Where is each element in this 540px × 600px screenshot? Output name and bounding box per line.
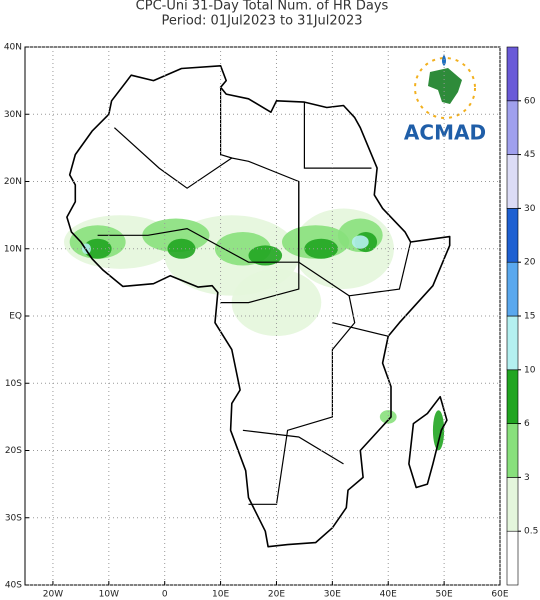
- colorbar-segment: [506, 261, 519, 317]
- x-tick-label: 0: [162, 590, 168, 600]
- x-tick-label: 50E: [436, 590, 453, 600]
- colorbar-segment: [506, 46, 519, 102]
- map-subtitle: Period: 01Jul2023 to 31Jul2023: [162, 14, 363, 29]
- x-tick-label: 10E: [212, 590, 229, 600]
- colorbar-label: 30: [524, 204, 536, 214]
- colorbar-segment: [506, 208, 519, 263]
- border: [242, 429, 344, 465]
- y-tick-label: EQ: [9, 312, 22, 322]
- x-tick-label: 20E: [268, 590, 285, 600]
- y-tick-label: 30N: [4, 110, 22, 120]
- x-tick-label: 40E: [380, 590, 397, 600]
- border: [349, 241, 412, 297]
- colorbar-label: 60: [524, 96, 536, 106]
- y-tick-label: 20N: [4, 177, 22, 187]
- rain-area: [351, 235, 369, 249]
- colorbar-label: 45: [524, 150, 535, 160]
- colorbar-segment: [506, 477, 519, 532]
- logo: ACMAD: [404, 54, 486, 145]
- rain-area: [379, 410, 397, 424]
- colorbar-label: 15: [524, 312, 535, 322]
- y-tick-label: 10S: [5, 379, 22, 389]
- map-title: CPC-Uni 31-Day Total Num. of HR Days: [136, 0, 389, 14]
- logo-text: ACMAD: [404, 121, 486, 145]
- colorbar-segment: [506, 530, 519, 586]
- coastline: [408, 395, 448, 489]
- x-tick-label: 10W: [99, 590, 119, 600]
- colorbar-segment: [506, 154, 519, 209]
- colorbar-label: 0.5: [524, 527, 538, 537]
- colorbar-label: 10: [524, 365, 536, 375]
- colorbar-segment: [506, 315, 519, 371]
- colorbar-segment: [506, 423, 519, 478]
- rain-area: [432, 410, 445, 451]
- logo-rays: [414, 57, 476, 119]
- colorbar-label: 3: [524, 473, 530, 483]
- y-tick-label: 40S: [5, 581, 22, 591]
- x-tick-label: 30E: [324, 590, 341, 600]
- border: [303, 102, 372, 169]
- colorbar-segment: [506, 369, 519, 424]
- colorbar-label: 20: [524, 258, 536, 268]
- rain-area: [248, 245, 283, 266]
- coastline: [66, 65, 451, 548]
- y-tick-label: 30S: [5, 513, 22, 523]
- map-layers: [64, 65, 451, 548]
- x-tick-label: 20W: [43, 590, 63, 600]
- colorbar-segment: [506, 100, 519, 155]
- y-tick-label: 20S: [5, 446, 22, 456]
- logo-africa: [428, 68, 462, 104]
- y-tick-label: 40N: [4, 43, 22, 53]
- border: [220, 181, 300, 304]
- colorbar-label: 6: [524, 419, 530, 429]
- border: [220, 87, 232, 159]
- border: [332, 322, 389, 337]
- y-tick-label: 10N: [4, 244, 22, 254]
- x-tick-label: 60E: [491, 590, 508, 600]
